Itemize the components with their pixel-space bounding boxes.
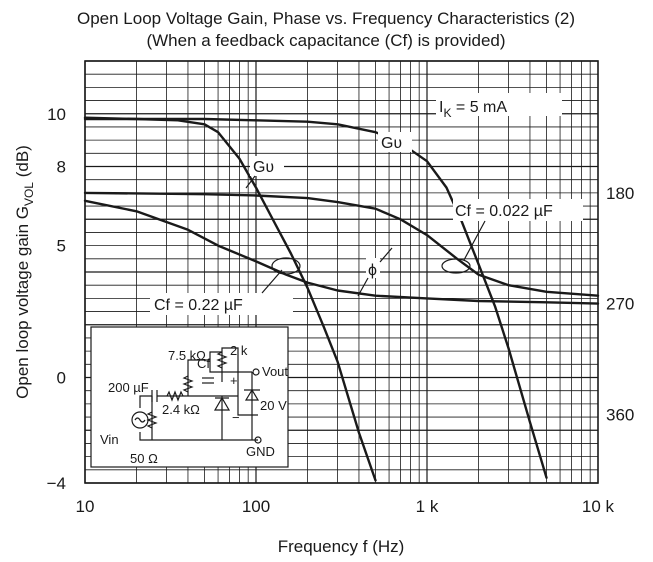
cf-high-loop xyxy=(441,258,471,274)
cf-high-bg xyxy=(453,199,583,221)
ac-source-wave xyxy=(134,417,146,423)
label-7-5k: 7.5 kΩ xyxy=(168,348,206,363)
phi-leaders xyxy=(357,247,393,297)
phi-bg xyxy=(366,258,380,278)
cf-low-loop xyxy=(271,257,301,275)
y-axis-label-main: Open loop voltage gain G xyxy=(13,206,32,399)
x-tick-label: 10 xyxy=(76,497,95,516)
chart-title: Open Loop Voltage Gain, Phase vs. Freque… xyxy=(77,9,575,28)
circuit-inset: 2 k Vout 7.5 kΩ Cf + 200 µF 2.4 kΩ 20 V … xyxy=(90,326,289,468)
y2-tick-labels: 180 270 360 xyxy=(606,184,634,425)
cf-low-leader xyxy=(261,269,283,294)
ik-label: IK = 5 mA xyxy=(439,99,507,120)
cf-low-label: Cf = 0.22 µF xyxy=(154,297,243,314)
label-gnd: GND xyxy=(246,444,275,459)
series-line-1 xyxy=(83,117,548,479)
x-tick-labels: 10 100 1 k 10 k xyxy=(76,497,615,516)
curves xyxy=(83,116,600,482)
chart-subtitle: (When a feedback capacitance (Cf) is pro… xyxy=(146,31,505,50)
phi-label: ϕ xyxy=(368,262,377,279)
label-vout: Vout xyxy=(262,364,288,379)
ik-label-bg xyxy=(436,93,562,116)
y-tick-label: −4 xyxy=(47,474,66,493)
annotations: IK = 5 mA Gʋ Gʋ Cf = 0.022 µF Cf = 0.22 … xyxy=(150,93,583,315)
gv-left-bg xyxy=(250,156,284,176)
y-axis-label-unit: (dB) xyxy=(13,145,32,182)
ik-symbol: I xyxy=(439,99,443,116)
label-50: 50 Ω xyxy=(130,451,158,466)
y-tick-label: 0 xyxy=(57,369,66,388)
cf-low-bg xyxy=(150,293,293,315)
gv-right-label: Gʋ xyxy=(381,135,402,152)
x-tick-label: 100 xyxy=(242,497,270,516)
gnd-terminal xyxy=(254,436,262,444)
label-cf: Cf xyxy=(197,356,210,371)
label-200uf: 200 µF xyxy=(108,380,149,395)
resistor-7-5k xyxy=(182,375,194,393)
ac-source xyxy=(131,411,149,429)
plot-frame xyxy=(84,60,599,484)
vout-terminal xyxy=(252,368,260,376)
y-tick-label: 10 xyxy=(47,105,66,124)
series-line-2 xyxy=(83,199,600,305)
label-20v: 20 V xyxy=(260,398,287,413)
y2-tick-label: 270 xyxy=(606,295,634,314)
gv-left-label: Gʋ xyxy=(253,159,274,176)
y-tick-label: 5 xyxy=(57,237,66,256)
resistor-2k xyxy=(216,351,228,369)
y-tick-label: 8 xyxy=(57,158,66,177)
series-line-0 xyxy=(83,116,377,482)
label-minus: − xyxy=(232,410,240,425)
label-2k: 2 k xyxy=(230,343,248,358)
label-2-4k: 2.4 kΩ xyxy=(162,402,200,417)
ik-value: = 5 mA xyxy=(451,99,507,116)
circuit-box xyxy=(90,326,289,468)
x-axis-label: Frequency f (Hz) xyxy=(278,537,405,556)
x-tick-label: 10 k xyxy=(582,497,615,516)
resistor-2-4k xyxy=(166,390,184,402)
y-axis-label: Open loop voltage gain GVOL (dB) xyxy=(13,145,36,399)
x-tick-label: 1 k xyxy=(416,497,439,516)
zener-symbol xyxy=(244,372,260,440)
cf-high-leader xyxy=(463,220,486,261)
gv-right-bg xyxy=(378,132,412,152)
label-plus: + xyxy=(230,373,238,388)
y-tick-labels: 10 8 5 0 −4 xyxy=(47,105,66,493)
cf-high-label: Cf = 0.022 µF xyxy=(455,203,553,220)
ik-subscript: K xyxy=(443,106,451,120)
label-vin: Vin xyxy=(100,432,119,447)
y2-tick-label: 180 xyxy=(606,184,634,203)
regulator-symbol xyxy=(213,396,231,411)
series-line-3 xyxy=(83,191,600,297)
y2-tick-label: 360 xyxy=(606,405,634,424)
y-axis-label-sub: VOL xyxy=(22,182,36,206)
gv-left-leader xyxy=(245,175,256,189)
